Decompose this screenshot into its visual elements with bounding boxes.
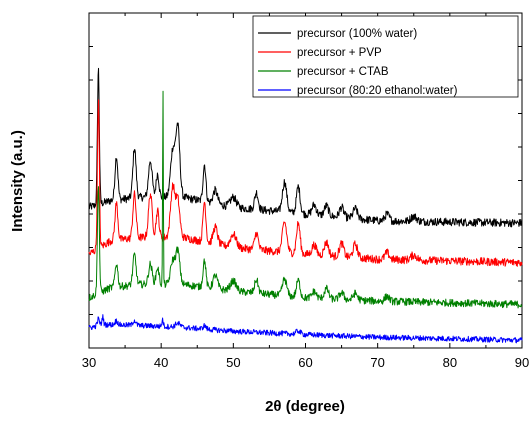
series-line-4 xyxy=(88,314,523,344)
series-line-3 xyxy=(88,90,523,309)
x-tick-label: 60 xyxy=(298,355,312,370)
x-tick-label: 30 xyxy=(82,355,96,370)
legend-box xyxy=(252,15,519,98)
x-tick-label: 70 xyxy=(370,355,384,370)
x-tick-label: 80 xyxy=(443,355,457,370)
ticks-group: 30 40 50 60 70 80 90 xyxy=(82,13,529,370)
legend: precursor (100% water) precursor + PVP pre… xyxy=(252,15,519,98)
legend-label: precursor + PVP xyxy=(297,47,382,59)
series-line-1 xyxy=(88,67,523,228)
y-axis-title: Intensity (a.u.) xyxy=(9,130,26,232)
series-group xyxy=(88,67,523,344)
x-tick-label: 40 xyxy=(154,355,168,370)
x-axis-title: 2θ (degree) xyxy=(265,398,345,415)
legend-label: precursor (80:20 ethanol:water) xyxy=(297,85,458,97)
legend-label: precursor (100% water) xyxy=(297,28,417,40)
series-line-2 xyxy=(88,99,523,267)
x-tick-label: 90 xyxy=(515,355,529,370)
x-tick-label: 50 xyxy=(226,355,240,370)
legend-label: precursor + CTAB xyxy=(297,66,389,78)
